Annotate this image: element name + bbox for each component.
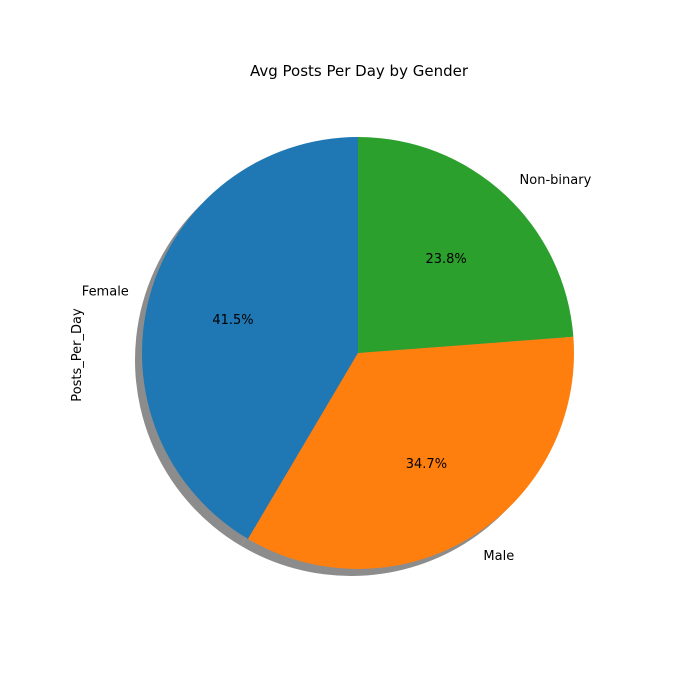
slice-label-male: Male bbox=[483, 549, 514, 564]
y-axis-label: Posts_Per_Day bbox=[70, 308, 85, 402]
pie-slice-non-binary bbox=[358, 137, 574, 353]
slice-percent-female: 41.5% bbox=[212, 313, 253, 328]
chart-title: Avg Posts Per Day by Gender bbox=[250, 62, 469, 80]
pie-labels: Female 41.5% Male 34.7% Non-binary 23.8% bbox=[82, 173, 592, 564]
pie-slice-female bbox=[141, 137, 358, 539]
pie-slices bbox=[141, 137, 575, 569]
slice-percent-non-binary: 23.8% bbox=[425, 252, 466, 267]
slice-label-female: Female bbox=[82, 284, 129, 299]
pie-slice-male bbox=[248, 336, 575, 569]
slice-label-non-binary: Non-binary bbox=[520, 173, 592, 188]
slice-percent-male: 34.7% bbox=[406, 457, 447, 472]
